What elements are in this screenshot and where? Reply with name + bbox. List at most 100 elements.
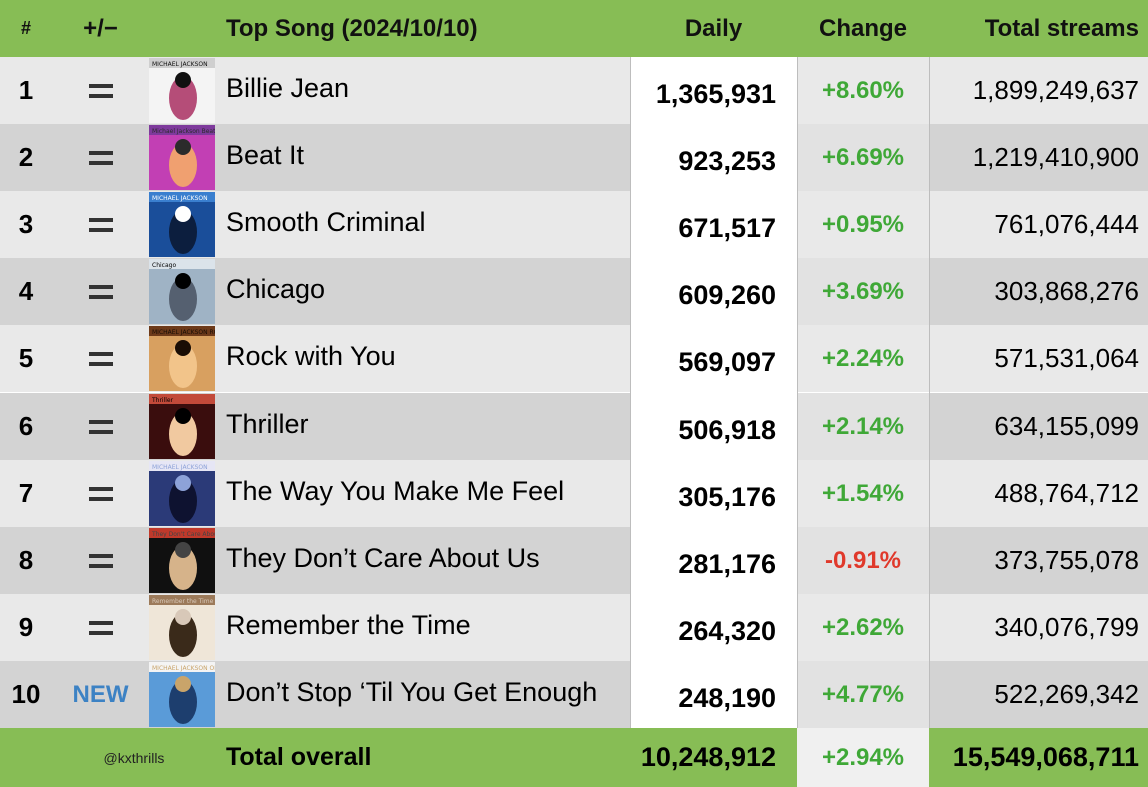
rank-cell: 9 <box>18 612 34 642</box>
change-percent: +4.77% <box>797 661 929 728</box>
album-art: Thriller <box>149 393 216 460</box>
album-art: They Don't Care About Us <box>149 527 216 594</box>
song-title: Don’t Stop ‘Til You Get Enough <box>226 677 598 707</box>
daily-streams: 671,517 <box>630 191 797 258</box>
album-cover-image: Remember the Time <box>149 595 215 660</box>
album-cover-text: They Don't Care About Us <box>151 531 215 538</box>
table-row[interactable]: 4 Chicago Chicago 609,260 +3.69% 303,868,276 <box>0 258 1148 325</box>
rank-cell: 6 <box>18 411 34 441</box>
album-art: MICHAEL JACKSON <box>149 191 216 258</box>
table-row[interactable]: 3 MICHAEL JACKSON Smooth Criminal 671,517 +0… <box>0 191 1148 258</box>
daily-streams: 305,176 <box>630 460 797 527</box>
album-cover-text: Chicago <box>152 262 176 269</box>
change-percent: +1.54% <box>797 460 929 527</box>
album-art: Chicago <box>149 258 216 325</box>
rank-cell: 3 <box>18 209 34 239</box>
song-title: Smooth Criminal <box>226 207 426 237</box>
change-percent: +2.62% <box>797 594 929 661</box>
daily-streams: 923,253 <box>630 124 797 191</box>
movement-cell <box>52 527 149 594</box>
header-daily: Daily <box>630 0 797 57</box>
album-cover-image: Michael Jackson Beat It <box>149 125 215 190</box>
rank-cell: 1 <box>18 75 34 105</box>
album-cover-text: Thriller <box>151 397 174 404</box>
table-footer: @kxthrills Total overall 10,248,912 +2.9… <box>0 728 1148 787</box>
header-movement: +/− <box>83 14 118 42</box>
song-title: Rock with You <box>226 341 396 371</box>
album-cover-text: Michael Jackson Beat It <box>152 128 215 135</box>
equal-icon <box>88 150 113 165</box>
daily-streams: 506,918 <box>630 393 797 460</box>
total-streams: 373,755,078 <box>994 545 1139 575</box>
credit-handle: @kxthrills <box>103 749 165 766</box>
song-title: They Don’t Care About Us <box>226 543 540 573</box>
album-cover-image: Thriller <box>149 394 215 459</box>
table-row[interactable]: 10 NEW MICHAEL JACKSON OFF THE WALL Don’t S… <box>0 661 1148 728</box>
equal-icon <box>88 217 113 232</box>
album-cover-text: MICHAEL JACKSON <box>152 195 208 202</box>
album-cover-image: Chicago <box>149 259 215 324</box>
daily-streams: 609,260 <box>630 258 797 325</box>
equal-icon <box>88 620 113 635</box>
equal-icon <box>88 419 113 434</box>
equal-icon <box>88 83 113 98</box>
album-art: Michael Jackson Beat It <box>149 124 216 191</box>
change-percent: +2.24% <box>797 325 929 392</box>
change-percent: -0.91% <box>797 527 929 594</box>
table-header: # +/− Top Song (2024/10/10) Daily Change… <box>0 0 1148 57</box>
song-title: Remember the Time <box>226 610 471 640</box>
daily-streams: 1,365,931 <box>630 57 797 124</box>
table-row[interactable]: 8 They Don't Care About Us They Don’t Care… <box>0 527 1148 594</box>
footer-label: Total overall <box>226 743 372 771</box>
total-streams: 522,269,342 <box>994 679 1139 709</box>
album-art: MICHAEL JACKSON OFF THE WALL <box>149 661 216 728</box>
daily-streams: 281,176 <box>630 527 797 594</box>
album-cover-image: MICHAEL JACKSON OFF THE WALL <box>149 662 215 727</box>
album-cover-image: MICHAEL JACKSON <box>149 461 215 526</box>
album-cover-image: MICHAEL JACKSON <box>149 192 215 257</box>
rank-cell: 2 <box>18 142 34 172</box>
movement-cell <box>52 191 149 258</box>
table-row[interactable]: 5 MICHAEL JACKSON ROCK WITH YOU Rock with … <box>0 325 1148 392</box>
change-percent: +6.69% <box>797 124 929 191</box>
new-badge: NEW <box>72 680 129 708</box>
equal-icon <box>88 351 113 366</box>
rank-cell: 5 <box>18 343 34 373</box>
change-percent: +0.95% <box>797 191 929 258</box>
movement-cell <box>52 393 149 460</box>
album-cover-text: MICHAEL JACKSON <box>152 464 208 471</box>
table-row[interactable]: 1 MICHAEL JACKSON Billie Jean 1,365,931 +8.6… <box>0 57 1148 124</box>
table-row[interactable]: 7 MICHAEL JACKSON The Way You Make Me Feel… <box>0 460 1148 527</box>
total-streams: 488,764,712 <box>994 478 1139 508</box>
movement-cell <box>52 124 149 191</box>
movement-cell <box>52 57 149 124</box>
rank-cell: 10 <box>11 679 41 709</box>
movement-cell <box>52 258 149 325</box>
daily-streams: 248,190 <box>630 661 797 728</box>
table-row[interactable]: 6 Thriller Thriller 506,918 +2.14% 634,155,09… <box>0 393 1148 460</box>
table-row[interactable]: 9 Remember the Time Remember the Time 264,3… <box>0 594 1148 661</box>
header-change: Change <box>797 0 929 57</box>
total-streams: 1,219,410,900 <box>972 142 1139 172</box>
album-cover-image: They Don't Care About Us <box>149 528 215 593</box>
total-streams: 303,868,276 <box>994 276 1139 306</box>
divider <box>797 57 798 728</box>
footer-daily: 10,248,912 <box>630 728 797 787</box>
song-title: Chicago <box>226 274 326 304</box>
equal-icon <box>88 284 113 299</box>
song-title: Beat It <box>226 140 305 170</box>
rank-cell: 4 <box>18 276 34 306</box>
album-art: MICHAEL JACKSON <box>149 57 216 124</box>
total-streams: 761,076,444 <box>994 209 1139 239</box>
table-row[interactable]: 2 Michael Jackson Beat It Beat It 923,253 +6… <box>0 124 1148 191</box>
album-art: MICHAEL JACKSON <box>149 460 216 527</box>
footer-total: 15,549,068,711 <box>952 742 1139 772</box>
song-title: Thriller <box>226 409 309 439</box>
movement-cell <box>52 594 149 661</box>
header-rank: # <box>20 18 31 38</box>
total-streams: 571,531,064 <box>994 343 1139 373</box>
album-cover-text: MICHAEL JACKSON ROCK WITH YOU <box>152 329 215 336</box>
movement-cell <box>52 460 149 527</box>
album-cover-text: Remember the Time <box>152 598 214 605</box>
